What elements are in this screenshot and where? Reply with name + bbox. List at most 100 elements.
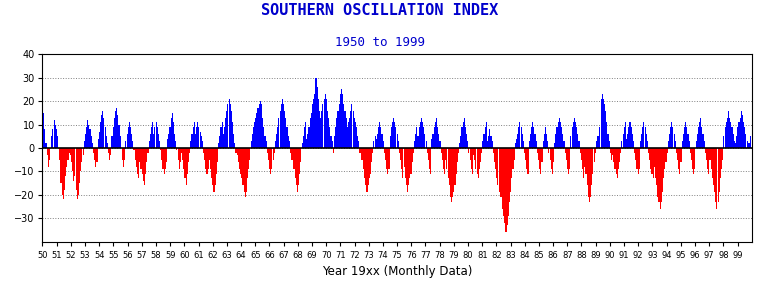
Bar [610,148,611,153]
Bar [597,136,598,148]
Bar [505,148,507,232]
Bar [236,148,238,155]
Bar [326,99,327,148]
Bar [144,148,145,185]
Bar [71,148,72,162]
Bar [721,148,722,169]
Bar [261,104,262,148]
Bar [561,127,562,148]
Bar [188,148,189,162]
Bar [444,148,445,174]
Bar [473,148,474,155]
Bar [602,94,603,148]
Bar [600,99,602,148]
Bar [735,143,736,148]
Bar [218,143,219,148]
Bar [156,122,157,148]
Bar [479,148,480,169]
Bar [624,127,625,148]
Bar [241,148,242,178]
Bar [48,148,49,167]
Bar [618,148,619,169]
Bar [44,129,46,148]
Bar [461,127,463,148]
Bar [298,148,299,185]
Bar [679,148,680,174]
Bar [612,148,613,155]
Bar [576,127,578,148]
Bar [277,127,278,148]
Bar [676,148,677,153]
Bar [558,122,559,148]
Bar [147,148,148,153]
Bar [390,136,391,148]
Bar [359,148,360,153]
Bar [402,148,404,178]
Bar [494,148,495,162]
Bar [575,122,576,148]
Bar [466,134,467,148]
Bar [125,141,126,148]
Bar [324,99,325,148]
Bar [328,117,329,148]
Bar [611,148,612,160]
Bar [274,148,275,153]
Bar [706,148,707,160]
Bar [685,122,686,148]
Bar [463,122,464,148]
Bar [714,148,715,192]
Bar [207,148,209,169]
Bar [733,141,735,148]
Bar [538,148,539,160]
Bar [613,148,614,162]
Bar [195,134,196,148]
Bar [664,148,665,169]
Bar [730,122,731,148]
Bar [382,141,384,148]
Bar [176,148,178,150]
Bar [499,148,501,197]
Bar [646,134,647,148]
Bar [200,132,201,148]
Bar [653,148,654,178]
Bar [587,148,589,197]
Bar [322,104,324,148]
Bar [629,122,631,148]
Bar [127,134,128,148]
Bar [434,127,435,148]
Bar [132,141,134,148]
Bar [691,148,692,160]
Bar [547,141,548,148]
Bar [90,136,92,148]
Bar [130,127,131,148]
Bar [77,148,78,199]
Bar [356,127,357,148]
Bar [429,148,430,169]
Bar [492,148,494,153]
Bar [436,117,437,148]
Bar [351,104,353,148]
Bar [223,134,224,148]
Bar [102,111,103,148]
Bar [189,148,190,153]
Bar [633,141,634,148]
Bar [437,127,439,148]
Bar [712,148,713,178]
Bar [737,127,739,148]
Bar [391,127,392,148]
Bar [256,113,258,148]
Bar [707,148,708,169]
Bar [361,148,362,160]
Bar [163,148,165,174]
Bar [407,148,408,192]
Bar [536,141,537,148]
Bar [565,148,567,160]
Bar [699,122,700,148]
Bar [357,136,358,148]
Bar [709,148,711,160]
Bar [559,117,560,148]
Bar [242,148,243,185]
Bar [750,136,751,148]
Bar [486,122,487,148]
Bar [291,148,292,160]
